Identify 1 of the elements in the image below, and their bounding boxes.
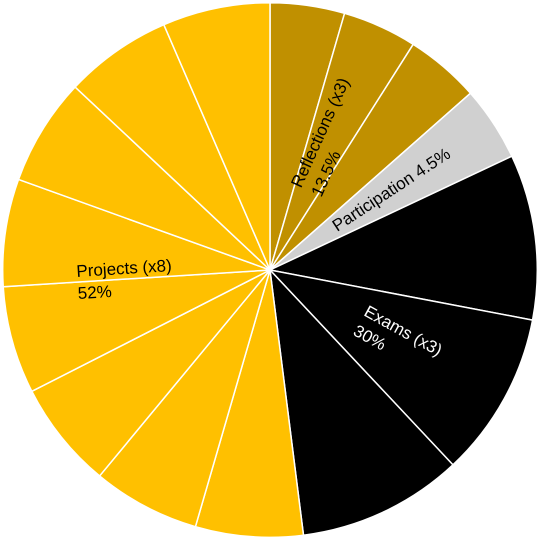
text: Projects (x8) 52% [76, 256, 172, 304]
